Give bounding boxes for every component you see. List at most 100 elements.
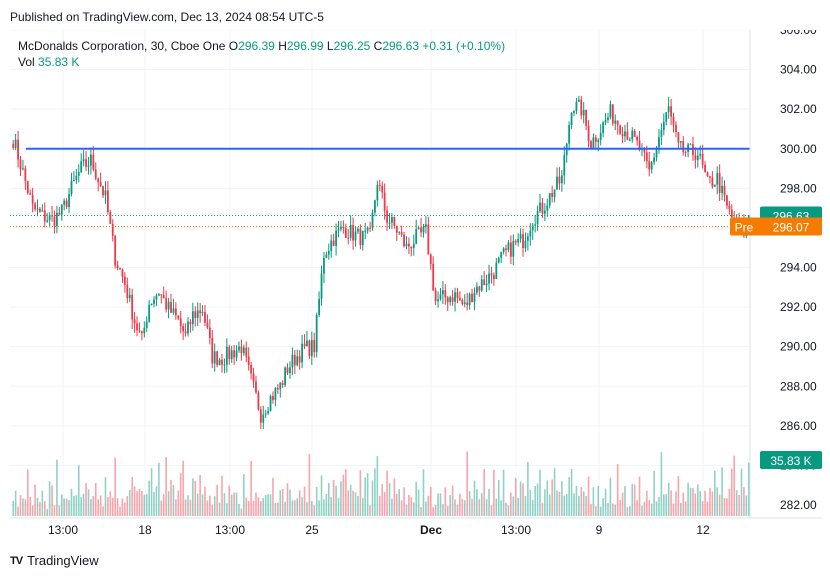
premarket-tag-label: Pre [735, 221, 754, 235]
volume-bar [352, 490, 354, 516]
time-axis[interactable]: 13:00 18 13:00 25 Dec 13:00 9 12 [48, 523, 710, 537]
candle-body [184, 331, 187, 334]
volume-bar [170, 479, 172, 516]
volume-bar [468, 491, 471, 516]
volume-bar [240, 508, 243, 516]
candle-body [145, 321, 148, 328]
candle-body [580, 99, 583, 116]
volume-bar [410, 497, 413, 516]
volume-tag-text: 35.83 K [770, 454, 811, 468]
x-tick-label: 13:00 [501, 523, 531, 537]
price-axis[interactable]: 306.00304.00302.00300.00298.00296.00294.… [10, 30, 822, 519]
candle-body [626, 131, 629, 140]
volume-bar [408, 494, 410, 516]
premarket-tag [730, 217, 822, 236]
volume-bar [442, 504, 444, 516]
candle-body [723, 185, 726, 196]
price-chart[interactable]: 306.00304.00302.00300.00298.00296.00294.… [10, 30, 822, 548]
volume-bar [289, 489, 291, 516]
candle-body [393, 217, 396, 226]
volume-bar [597, 485, 600, 516]
volume-bar [102, 506, 104, 516]
candle-body [342, 226, 345, 228]
candle-body [417, 227, 420, 230]
candle-body [332, 240, 335, 246]
volume-bar [262, 498, 265, 516]
candle-body [274, 387, 277, 400]
low-value: 296.25 [333, 39, 371, 53]
volume-bar [480, 492, 483, 516]
volume-bar [398, 489, 401, 516]
candle-body [269, 396, 272, 411]
volume-bar [522, 483, 524, 516]
candle-body [179, 318, 182, 326]
candle-body [65, 200, 68, 207]
volume-bar [138, 488, 141, 516]
footer-brand[interactable]: TV TradingView [10, 553, 99, 568]
candle-body [354, 231, 357, 241]
candle-body [422, 226, 425, 233]
symbol-title[interactable]: McDonalds Corporation, 30, Cboe One [18, 39, 226, 53]
volume-bar [400, 500, 403, 516]
candle-body [412, 243, 415, 249]
volume-bar [43, 501, 46, 516]
volume-bar [65, 498, 68, 516]
volume-bar [374, 468, 376, 516]
candle-body [475, 286, 478, 293]
candle-body [485, 283, 488, 286]
candle-body [306, 340, 308, 347]
volume-bar [709, 487, 711, 516]
candle-body [682, 141, 685, 152]
volume-bar [41, 490, 44, 516]
candle-body [293, 354, 296, 366]
volume-bar [131, 477, 133, 516]
candle-body [602, 122, 605, 134]
volume-bar [70, 488, 73, 516]
candle-body [250, 364, 253, 374]
volume-bar [48, 481, 51, 516]
candle-body [313, 340, 316, 353]
candle-body [26, 180, 29, 194]
candle-body [495, 262, 498, 280]
volume-bar [332, 479, 335, 516]
volume-bar [415, 481, 418, 516]
change-value: +0.31 (+0.10%) [422, 39, 506, 53]
volume-bar [519, 481, 522, 516]
volume-bar [514, 478, 517, 516]
volume-bar [437, 493, 439, 516]
volume-bar [124, 502, 126, 516]
candle-body [17, 139, 19, 160]
low-label: L [326, 39, 334, 53]
candle-body [517, 238, 520, 243]
chart-area[interactable]: 306.00304.00302.00300.00298.00296.00294.… [10, 30, 822, 548]
candle-body [468, 293, 471, 306]
candle-body [109, 212, 112, 224]
candle-body [643, 148, 646, 153]
volume-bar [235, 492, 238, 516]
volume-bar [87, 489, 90, 516]
volume-bar [721, 467, 723, 516]
volume-label[interactable]: Vol [18, 55, 35, 69]
volume-bar [281, 488, 284, 516]
volume-bar [162, 494, 165, 516]
volume-bar [85, 483, 87, 516]
candle-body [505, 248, 507, 250]
candle-body [221, 359, 223, 365]
ohlc-row: McDonalds Corporation, 30, Cboe One O296… [18, 38, 505, 54]
candle-body [138, 330, 141, 332]
candle-body [87, 165, 90, 167]
candle-body [286, 367, 289, 374]
volume-bar [704, 490, 706, 516]
volume-bar [590, 504, 592, 516]
x-tick-label: Dec [420, 523, 442, 537]
candle-body [577, 99, 580, 102]
volume-bar [378, 495, 381, 516]
volume-bar [143, 494, 146, 516]
candle-body [730, 209, 733, 218]
candle-body [400, 232, 403, 235]
candle-body [194, 311, 197, 318]
volume-bar [502, 469, 505, 516]
candle-body [22, 168, 24, 170]
volume-bar [546, 480, 549, 516]
candles [12, 95, 750, 430]
